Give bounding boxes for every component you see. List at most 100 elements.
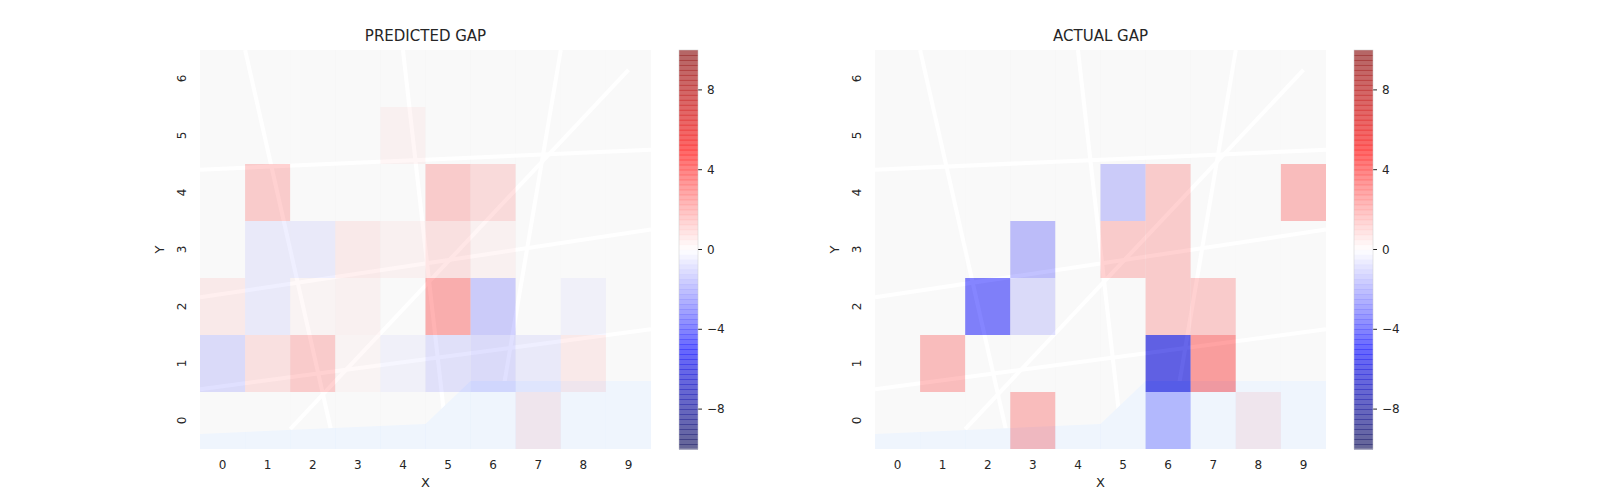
colorbar-step [1354, 414, 1373, 420]
colorbar-step [679, 165, 698, 171]
cell [471, 164, 516, 221]
cell [1281, 221, 1326, 278]
colorbar-step [679, 319, 698, 325]
colorbar-step [679, 279, 698, 285]
cell [1055, 221, 1100, 278]
cell [516, 164, 561, 221]
colorbar-step [1354, 215, 1373, 221]
colorbar-step [679, 175, 698, 181]
cell [471, 50, 516, 107]
cell [290, 50, 335, 107]
colorbar-step [679, 145, 698, 151]
cell [426, 164, 471, 221]
cell [875, 107, 920, 164]
cell [875, 164, 920, 221]
cell [606, 164, 651, 221]
cell [1281, 107, 1326, 164]
cell [426, 278, 471, 335]
cell [606, 50, 651, 107]
cell [1281, 50, 1326, 107]
cell [245, 221, 290, 278]
colorbar-tick-label: 0 [1382, 243, 1390, 257]
cell [245, 164, 290, 221]
cell [1191, 392, 1236, 449]
cell [1055, 335, 1100, 392]
cell [1236, 392, 1281, 449]
colorbar-step [1354, 205, 1373, 211]
cell [965, 278, 1010, 335]
cell [606, 335, 651, 392]
cell [1010, 392, 1055, 449]
colorbar-step [1354, 245, 1373, 251]
colorbar-step [1354, 274, 1373, 280]
y-tick-label: 1 [850, 360, 864, 368]
road [920, 50, 1010, 449]
colorbar-step [679, 220, 698, 226]
colorbar-step [1354, 50, 1373, 56]
cell [1101, 164, 1146, 221]
colorbar-step [679, 55, 698, 61]
colorbar-step [1354, 439, 1373, 445]
cell [290, 335, 335, 392]
colorbar-tick [698, 249, 702, 250]
cell [426, 221, 471, 278]
cell [200, 335, 245, 392]
colorbar-step [679, 409, 698, 415]
colorbar-step [679, 65, 698, 71]
colorbar-step [679, 245, 698, 251]
y-tick-label: 1 [175, 360, 189, 368]
cell [875, 221, 920, 278]
colorbar-step [679, 225, 698, 231]
colorbar-step [679, 309, 698, 315]
cell [1101, 107, 1146, 164]
colorbar-tick-label: −8 [707, 402, 725, 416]
y-tick-label: 4 [850, 189, 864, 197]
colorbar: −8−4048 [1354, 50, 1400, 450]
y-tick-label: 2 [850, 303, 864, 311]
colorbar-step [1354, 90, 1373, 96]
colorbar-step [1354, 150, 1373, 156]
cell [920, 50, 965, 107]
colorbar-tick-label: 4 [707, 163, 715, 177]
colorbar-step [1354, 225, 1373, 231]
colorbar-tick [1373, 169, 1377, 170]
colorbar-step [1354, 115, 1373, 121]
colorbar-step [1354, 359, 1373, 365]
colorbar-step [1354, 329, 1373, 335]
x-tick-label: 2 [309, 458, 317, 472]
cell [1191, 164, 1236, 221]
colorbar-step [679, 185, 698, 191]
cell [875, 392, 920, 449]
colorbar-tick [1373, 409, 1377, 410]
colorbar-step [679, 235, 698, 241]
cell [516, 335, 561, 392]
colorbar-step [679, 120, 698, 126]
cell [1191, 335, 1236, 392]
colorbar-step [679, 170, 698, 176]
cell [1236, 278, 1281, 335]
x-tick-label: 2 [984, 458, 992, 472]
cell [245, 107, 290, 164]
y-tick-label: 0 [850, 417, 864, 425]
colorbar-step [679, 384, 698, 390]
colorbar-step [679, 60, 698, 66]
colorbar-step [679, 349, 698, 355]
cell [1101, 221, 1146, 278]
colorbar-step [679, 155, 698, 161]
cell [1055, 164, 1100, 221]
colorbar-step [1354, 349, 1373, 355]
cell [1101, 335, 1146, 392]
colorbar-step [679, 434, 698, 440]
colorbar-step [679, 230, 698, 236]
x-tick-label: 4 [399, 458, 407, 472]
cell [875, 278, 920, 335]
cell [965, 221, 1010, 278]
y-axis-label: Y [827, 245, 842, 254]
cell [380, 221, 425, 278]
cell [965, 50, 1010, 107]
colorbar-step [1354, 240, 1373, 246]
colorbar-frame [1354, 50, 1373, 449]
cell [875, 50, 920, 107]
cell [920, 335, 965, 392]
colorbar-step [1354, 374, 1373, 380]
